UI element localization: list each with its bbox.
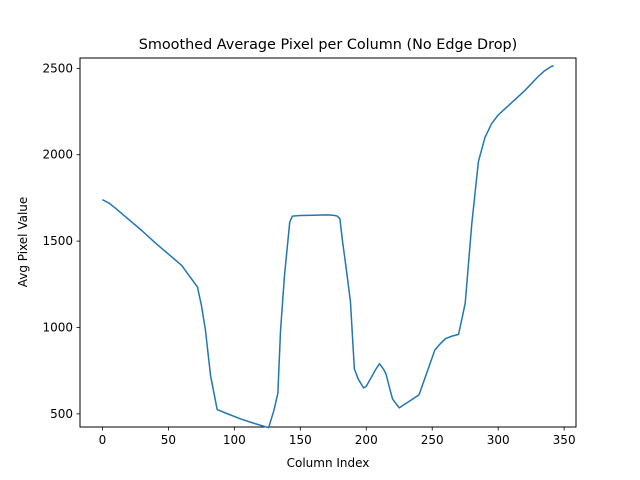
series-line <box>102 65 554 429</box>
y-tick-label: 2500 <box>42 61 73 75</box>
series-layer <box>102 65 554 429</box>
x-axis: 0 50 100 150 200 250 300 350 <box>99 427 576 447</box>
y-axis-label: Avg Pixel Value <box>16 197 30 288</box>
x-axis-label: Column Index <box>287 456 370 470</box>
y-tick-label: 1500 <box>42 234 73 248</box>
x-tick-label: 50 <box>161 433 176 447</box>
y-tick-label: 500 <box>50 407 73 421</box>
y-tick-label: 1000 <box>42 320 73 334</box>
axes-frame <box>79 57 577 428</box>
x-tick-label: 100 <box>223 433 246 447</box>
x-tick-label: 0 <box>99 433 107 447</box>
x-tick-label: 350 <box>553 433 576 447</box>
x-tick-label: 150 <box>289 433 312 447</box>
x-tick-label: 200 <box>355 433 378 447</box>
chart-title: Smoothed Average Pixel per Column (No Ed… <box>139 37 518 53</box>
x-tick-label: 250 <box>421 433 444 447</box>
x-tick-label: 300 <box>487 433 510 447</box>
y-axis: 500 1000 1500 2000 2500 <box>42 61 80 421</box>
plot-area <box>79 57 577 428</box>
y-tick-label: 2000 <box>42 148 73 162</box>
